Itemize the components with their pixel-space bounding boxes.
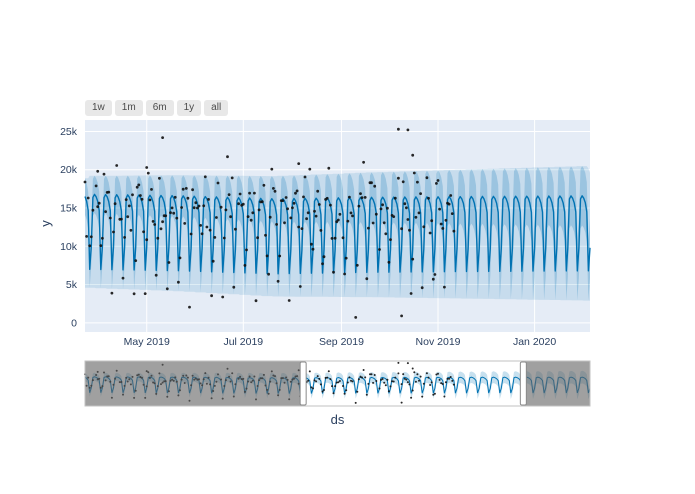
svg-text:20k: 20k [60, 164, 78, 176]
svg-text:Nov 2019: Nov 2019 [416, 336, 461, 348]
svg-text:25k: 25k [60, 126, 78, 138]
rangeslider-border [84, 360, 591, 407]
range-button-1w[interactable]: 1w [85, 100, 112, 116]
rangeslider-handle-right[interactable] [519, 361, 527, 406]
y-axis-title: y [37, 220, 53, 227]
svg-text:5k: 5k [66, 279, 78, 291]
rangeslider-mask-right[interactable] [523, 361, 590, 406]
range-button-6m[interactable]: 6m [145, 100, 174, 116]
svg-text:Sep 2019: Sep 2019 [319, 336, 364, 348]
forecast-line [84, 193, 591, 275]
svg-text:10k: 10k [60, 241, 78, 253]
actuals-scatter [83, 127, 456, 319]
range-button-1y[interactable]: 1y [176, 100, 202, 116]
svg-text:May 2019: May 2019 [124, 336, 170, 348]
axis-tick-labels: 0 5k 10k 15k 20k 25k May 2019 Jul 2019 Sep 2019 N… [60, 126, 556, 348]
rangeslider-handle-left[interactable] [299, 361, 307, 406]
svg-text:Jan 2020: Jan 2020 [513, 336, 556, 348]
rangeslider-mask-left[interactable] [85, 361, 304, 406]
svg-text:15k: 15k [60, 203, 78, 215]
svg-text:0: 0 [71, 317, 77, 329]
range-selector: 1w 1m 6m 1y all [85, 100, 229, 116]
range-button-1m[interactable]: 1m [114, 100, 143, 116]
x-axis-title: ds [330, 412, 345, 427]
svg-text:Jul 2019: Jul 2019 [223, 336, 263, 348]
range-button-all[interactable]: all [204, 100, 229, 116]
